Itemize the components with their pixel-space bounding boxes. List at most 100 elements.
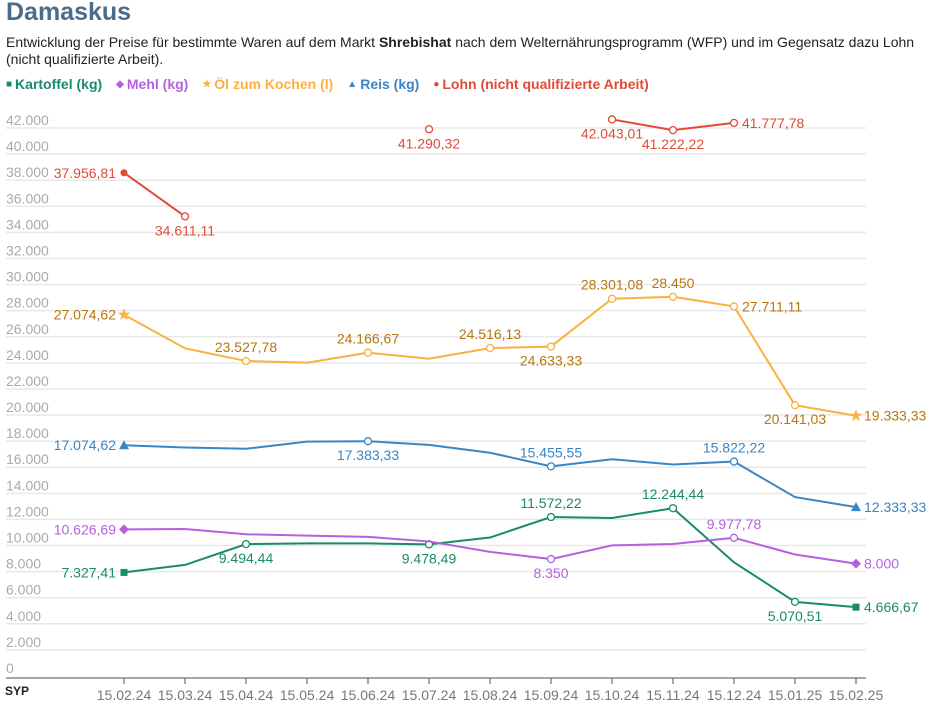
data-label: 17.383,33 [337,447,399,463]
y-tick-label: 14.000 [6,477,49,493]
y-tick-label: 32.000 [6,242,49,258]
data-label: 5.070,51 [768,608,823,624]
legend-item[interactable]: ◆ Mehl (kg) [116,76,188,92]
data-point [607,115,617,124]
x-tick-label: 15.10.24 [585,687,640,703]
y-tick-label: 10.000 [6,530,49,546]
y-tick-label: 4.000 [6,608,41,624]
data-point [668,292,678,301]
y-tick-label: 38.000 [6,164,49,180]
data-label: 10.626,69 [54,521,116,537]
data-label: 4.666,67 [864,599,919,615]
legend-label: Öl zum Kochen (l) [214,76,334,92]
x-tick-label: 15.12.24 [707,687,762,703]
data-label: 24.166,67 [337,331,399,347]
x-tick-label: 15.03.24 [158,687,213,703]
legend-item[interactable]: ★ Öl zum Kochen (l) [202,76,333,92]
data-label: 24.633,33 [520,353,582,369]
legend-item[interactable]: ▲ Reis (kg) [347,76,419,92]
y-tick-label: 22.000 [6,373,49,389]
data-point [119,440,129,450]
data-label: 28.301,08 [581,277,643,293]
data-point [120,169,128,177]
legend: ■ Kartoffel (kg) ◆ Mehl (kg) ★ Öl zum Kochen … [6,76,649,92]
data-label: 8.350 [533,565,568,581]
y-tick-label: 40.000 [6,138,49,154]
legend-item[interactable]: ● Lohn (nicht qualifizierte Arbeit) [433,76,648,92]
data-label: 11.572,22 [520,495,581,511]
data-point [485,343,495,353]
y-tick-label: 0 [6,660,14,676]
data-point [241,539,251,549]
data-point [117,308,131,320]
data-point [119,524,129,535]
y-tick-label: 18.000 [6,425,49,441]
data-point [546,512,556,522]
y-tick-label: 26.000 [6,321,49,337]
legend-label: Mehl (kg) [126,76,189,92]
data-label: 27.711,11 [742,298,802,314]
data-point [790,597,800,606]
y-tick-label: 12.000 [6,503,49,519]
x-tick-label: 15.02.25 [829,687,884,703]
data-label: 20.141,03 [764,411,826,427]
data-label: 7.327,41 [62,564,117,580]
y-tick-label: 6.000 [6,582,41,598]
x-tick-label: 15.05.24 [280,687,335,703]
data-point [363,348,373,357]
x-tick-label: 15.02.24 [97,687,152,703]
data-point [241,356,251,366]
data-label: 9.478,49 [402,550,457,566]
data-point [851,558,861,569]
data-point [120,568,128,576]
data-label: 12.244,44 [642,486,704,502]
y-axis-unit: SYP [5,684,29,698]
subtitle-text-end: nach dem Welternährungsprogramm (WFP) un… [6,34,915,67]
data-label: 15.822,22 [703,440,765,456]
y-tick-label: 36.000 [6,190,49,206]
data-label: 9.494,44 [219,550,274,566]
legend-label: Reis (kg) [360,76,420,92]
data-point [546,462,556,471]
data-point [852,603,860,611]
data-label: 41.777,78 [742,115,804,131]
triangle-marker-icon: ▲ [347,78,358,90]
square-marker-icon: ■ [6,78,13,90]
y-tick-label: 2.000 [6,634,41,650]
y-tick-label: 8.000 [6,556,41,572]
data-point [790,401,800,410]
data-point [729,457,739,466]
data-point [849,409,863,422]
x-tick-label: 15.06.24 [341,687,396,703]
x-tick-label: 15.07.24 [402,687,457,703]
circle-marker-icon: ● [433,78,440,90]
y-tick-label: 28.000 [6,295,49,311]
x-tick-label: 15.09.24 [524,687,579,703]
data-point [546,554,556,564]
y-tick-label: 20.000 [6,399,49,415]
legend-item[interactable]: ■ Kartoffel (kg) [6,76,102,92]
data-label: 17.074,62 [54,437,116,453]
data-point [729,118,739,128]
data-point [180,212,190,221]
data-label: 15.455,55 [520,444,582,460]
y-tick-label: 30.000 [6,269,49,285]
data-point [668,125,678,135]
y-tick-label: 34.000 [6,216,49,232]
data-point [424,125,434,134]
data-point [546,342,556,351]
data-label: 28.450 [652,275,695,291]
data-label: 19.333,33 [864,408,926,424]
data-point [851,502,861,512]
data-label: 12.333,33 [864,499,926,515]
data-label: 37.956,81 [54,165,116,181]
data-label: 34.611,11 [155,222,215,238]
data-label: 24.516,13 [459,326,521,342]
data-label: 27.074,62 [54,307,116,323]
legend-label: Kartoffel (kg) [15,76,103,92]
data-label: 41.222,22 [642,136,704,152]
data-label: 9.977,78 [707,516,762,532]
data-point [668,504,678,513]
subtitle-text: Entwicklung der Preise für bestimmte War… [6,34,379,50]
